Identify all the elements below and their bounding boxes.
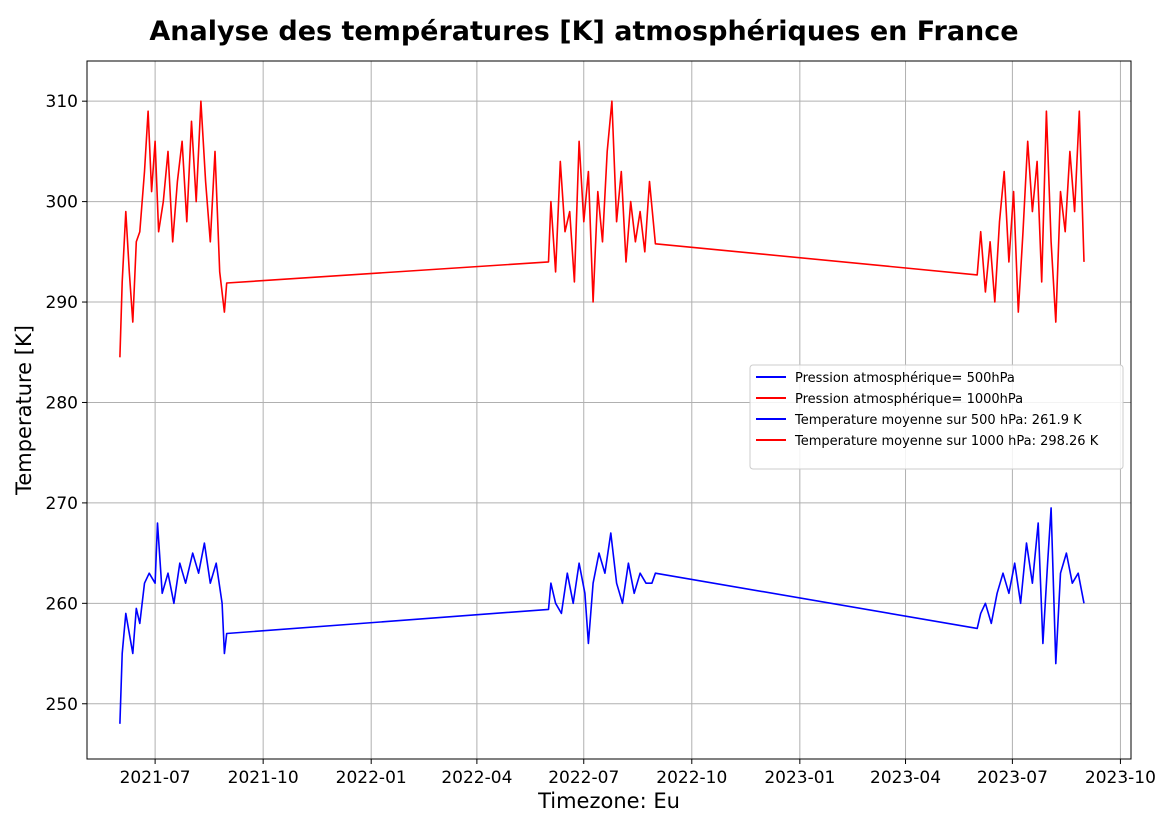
plot-area-frame [86,60,1132,760]
y-axis-label: Temperature [K] [12,325,36,496]
series-layer [119,100,1085,724]
y-tick-label: 300 [46,193,78,213]
x-axis-label: Timezone: Eu [537,789,680,813]
legend-entry: Temperature moyenne sur 500 hPa: 261.9 K [794,413,1082,428]
y-tick-label: 310 [46,92,78,112]
y-tick-label: 260 [46,594,78,614]
legend-entry: Pression atmosphérique= 1000hPa [795,392,1023,407]
y-tick-label: 280 [46,393,78,413]
x-tick-label: 2021-10 [228,768,299,788]
legend: Pression atmosphérique= 500hPa Pression a… [749,364,1124,470]
legend-box [749,364,1124,470]
x-tick-label: 2022-01 [336,768,407,788]
x-tick-label: 2023-10 [1085,768,1156,788]
y-tick-label: 250 [46,695,78,715]
legend-entry: Pression atmosphérique= 500hPa [795,371,1015,386]
x-tick-label: 2023-01 [764,768,835,788]
series-line-1 [119,507,1085,724]
x-tick-label: 2021-07 [120,768,191,788]
y-tick-label: 290 [46,293,78,313]
x-tick-label: 2023-04 [870,768,941,788]
x-tick-label: 2022-07 [548,768,619,788]
x-tick-label: 2023-07 [977,768,1048,788]
x-tick-label: 2022-04 [441,768,512,788]
axis-ticks: 2021-07 2021-10 2022-01 2022-04 2022-07 2022-… [46,92,1156,788]
series-line-2 [119,100,1085,358]
legend-entry: Temperature moyenne sur 1000 hPa: 298.26… [794,434,1099,449]
chart-title: Analyse des températures [K] atmosphériq… [149,16,1018,47]
y-tick-label: 270 [46,494,78,514]
x-tick-label: 2022-10 [656,768,727,788]
